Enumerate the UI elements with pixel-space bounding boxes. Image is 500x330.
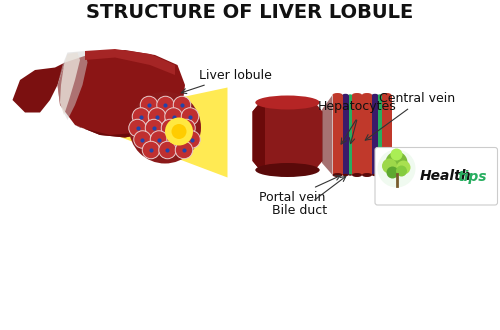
Circle shape — [167, 131, 184, 148]
Bar — [348, 95, 352, 175]
Polygon shape — [75, 87, 228, 178]
Polygon shape — [58, 51, 88, 120]
Circle shape — [145, 119, 162, 137]
Circle shape — [165, 108, 182, 125]
Ellipse shape — [256, 95, 320, 110]
Circle shape — [183, 131, 200, 148]
Circle shape — [390, 148, 402, 160]
Circle shape — [148, 108, 166, 125]
Ellipse shape — [348, 94, 352, 96]
Circle shape — [178, 119, 195, 137]
Bar — [382, 95, 392, 175]
Text: Liver lobule: Liver lobule — [182, 69, 272, 93]
Text: Health: Health — [420, 170, 472, 183]
Circle shape — [173, 96, 190, 114]
Circle shape — [396, 160, 410, 175]
Circle shape — [161, 119, 179, 137]
Circle shape — [176, 141, 193, 159]
Ellipse shape — [372, 94, 378, 96]
Circle shape — [181, 108, 199, 125]
Circle shape — [129, 91, 201, 163]
Ellipse shape — [332, 93, 342, 97]
Ellipse shape — [362, 93, 372, 97]
Ellipse shape — [352, 173, 362, 177]
Text: Central vein: Central vein — [380, 92, 456, 105]
Bar — [352, 95, 362, 175]
Ellipse shape — [378, 174, 382, 176]
Ellipse shape — [256, 163, 320, 177]
Circle shape — [396, 166, 407, 177]
Bar — [378, 95, 382, 175]
Ellipse shape — [352, 93, 362, 97]
Ellipse shape — [342, 94, 348, 96]
Ellipse shape — [362, 173, 372, 177]
Polygon shape — [85, 49, 175, 75]
Bar — [342, 95, 348, 175]
Ellipse shape — [348, 174, 352, 176]
Circle shape — [382, 158, 397, 174]
Ellipse shape — [332, 173, 342, 177]
Bar — [362, 95, 372, 175]
Polygon shape — [60, 52, 80, 115]
Circle shape — [129, 119, 146, 137]
Ellipse shape — [372, 174, 378, 176]
Circle shape — [386, 167, 398, 179]
Circle shape — [386, 151, 407, 174]
Circle shape — [140, 96, 158, 114]
Circle shape — [142, 141, 160, 159]
Polygon shape — [12, 62, 65, 113]
Bar — [372, 95, 378, 175]
Circle shape — [156, 96, 174, 114]
Text: Portal vein: Portal vein — [260, 176, 340, 204]
Circle shape — [134, 131, 151, 148]
Polygon shape — [322, 95, 332, 175]
Circle shape — [165, 117, 193, 146]
Text: Hepatocytes: Hepatocytes — [318, 100, 397, 113]
Text: Bile duct: Bile duct — [272, 177, 346, 217]
Ellipse shape — [382, 173, 392, 177]
Polygon shape — [252, 103, 265, 170]
Circle shape — [378, 149, 416, 187]
Circle shape — [172, 124, 186, 139]
Circle shape — [132, 108, 150, 125]
Ellipse shape — [342, 174, 348, 176]
FancyBboxPatch shape — [375, 148, 498, 205]
Ellipse shape — [378, 94, 382, 96]
Text: tips: tips — [457, 170, 486, 183]
Bar — [332, 95, 342, 175]
Ellipse shape — [382, 93, 392, 97]
Circle shape — [158, 141, 176, 159]
Circle shape — [150, 131, 168, 148]
Polygon shape — [252, 103, 322, 170]
Polygon shape — [75, 122, 170, 138]
Polygon shape — [58, 50, 185, 138]
Text: STRUCTURE OF LIVER LOBULE: STRUCTURE OF LIVER LOBULE — [86, 3, 413, 21]
